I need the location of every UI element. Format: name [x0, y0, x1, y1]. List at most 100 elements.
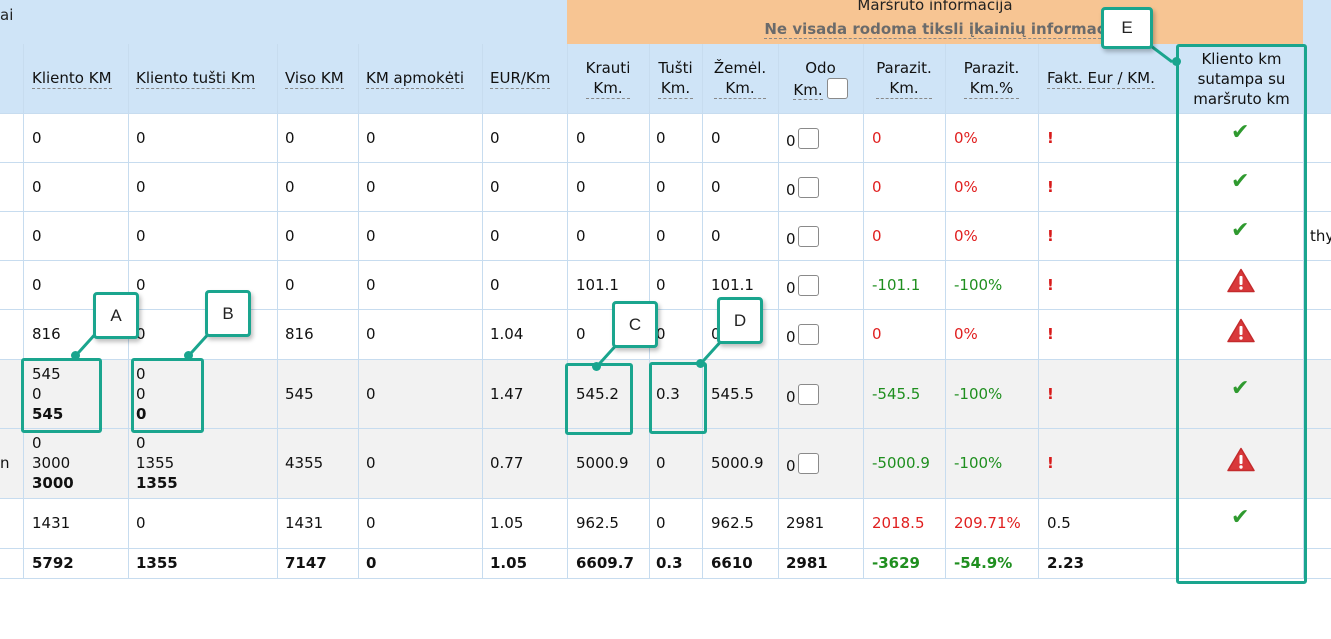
cell-map: 0	[711, 128, 721, 147]
total-fact: 2.23	[1047, 554, 1085, 572]
cell-eur: 1.05	[490, 514, 524, 532]
col-header-parasitic-pct[interactable]: Parazit. Km.%	[963, 59, 1020, 99]
col-header-fact-eur-km[interactable]: Fakt. Eur / KM.	[1047, 69, 1155, 89]
cell-fact-eur-km: !	[1047, 177, 1054, 196]
grid-vline	[778, 44, 779, 578]
total-empty: 0.3	[656, 554, 683, 572]
odo-select-all-checkbox[interactable]	[826, 77, 848, 99]
grid-vline	[1303, 44, 1304, 578]
cell-client-km: 545	[32, 404, 64, 423]
grid-hline	[0, 428, 1331, 429]
cell-empty: 0	[656, 128, 666, 147]
cell-paid: 0	[366, 128, 376, 147]
cell-total: 0	[285, 275, 295, 294]
odo-value: 0	[786, 278, 796, 297]
col-header-km-paid[interactable]: KM apmokėti	[366, 69, 465, 89]
odo-checkbox[interactable]	[797, 383, 819, 405]
cell-parasitic: -101.1	[872, 275, 921, 294]
col-header-total-km[interactable]: Viso KM	[285, 69, 344, 89]
col-header-map-km[interactable]: Žemėl. Km.	[713, 59, 767, 99]
cell-total: 816	[285, 325, 314, 343]
col-header-client-empty-km[interactable]: Kliento tušti Km	[136, 69, 256, 89]
odo-checkbox[interactable]	[797, 225, 819, 247]
cell-odo: 0	[786, 176, 819, 200]
grid-vline	[23, 44, 24, 578]
callout-c-highlight	[565, 363, 633, 435]
col-header-odo-km[interactable]: Odo Km.	[778, 44, 863, 113]
grid-hline	[0, 548, 1331, 549]
col-header-loaded-km[interactable]: Krauti Km.	[585, 59, 631, 99]
cell-loaded: 0	[576, 226, 586, 245]
cell-eur: 0	[490, 226, 500, 245]
cell-parasitic-pct: -100%	[954, 384, 1003, 403]
col-header-eur-km[interactable]: EUR/Km	[490, 69, 551, 89]
cell-client-km: 0	[32, 384, 42, 403]
cell-client-km: 3000	[32, 474, 74, 492]
cell-odo: 0	[786, 324, 819, 347]
odo-value: 0	[786, 457, 796, 475]
cell-client-km: 0	[32, 434, 42, 452]
callout-a-dot	[71, 351, 80, 360]
total-map: 6610	[711, 554, 753, 572]
cell-empty: 0.3	[656, 384, 680, 403]
cell-empty: 0	[656, 454, 666, 472]
cell-map: 0	[711, 325, 721, 343]
cell-client-empty: 1355	[136, 474, 178, 492]
cell-client-empty: 0	[136, 177, 146, 196]
cell-parasitic-pct: -100%	[954, 454, 1003, 472]
grid-hline	[0, 359, 1331, 360]
grid-hline	[0, 309, 1331, 310]
cell-paid: 0	[366, 454, 376, 472]
grid-hline	[0, 260, 1331, 261]
odo-checkbox[interactable]	[797, 127, 819, 149]
grid-hline	[0, 113, 1331, 114]
total-total: 7147	[285, 554, 327, 572]
cell-odo: 0	[786, 383, 819, 407]
col-header-km-match[interactable]: Kliento km sutampa su maršruto km	[1193, 49, 1290, 108]
col-header-empty-km[interactable]: Tušti Km.	[658, 59, 693, 99]
cell-client-km: 0	[32, 128, 42, 147]
cell-client-empty: 0	[136, 404, 147, 423]
cell-client-km: 816	[32, 325, 61, 343]
grid-vline	[482, 44, 483, 578]
total-parasitic-pct: -54.9%	[954, 554, 1013, 572]
cell-eur: 0	[490, 177, 500, 196]
callout-d-highlight	[649, 362, 707, 434]
cell-empty: 0	[656, 514, 666, 532]
cell-odo: 0	[786, 225, 819, 249]
cell-fact-eur-km: !	[1047, 454, 1054, 472]
cell-loaded: 962.5	[576, 514, 619, 532]
callout-b-label: B	[205, 290, 251, 337]
check-icon: ✔	[1231, 168, 1250, 194]
cell-client-km: 3000	[32, 454, 71, 472]
cell-loaded: 0	[576, 325, 586, 343]
total-odo: 2981	[786, 554, 828, 572]
cell-parasitic: 2018.5	[872, 514, 925, 532]
odo-checkbox[interactable]	[797, 274, 819, 296]
odo-value: 0	[786, 229, 796, 248]
cell-paid: 0	[366, 514, 376, 532]
column-header-row	[0, 44, 1331, 113]
cell-map: 0	[711, 177, 721, 196]
callout-e-dot	[1172, 57, 1181, 66]
cell-parasitic-pct: 0%	[954, 325, 978, 343]
grid-vline	[702, 44, 703, 578]
grid-vline	[277, 44, 278, 578]
route-info-title: Maršruto informacija	[857, 0, 1013, 14]
left-group-header-fragment: ai	[0, 6, 14, 24]
odo-checkbox[interactable]	[797, 324, 819, 345]
odo-value: 2981	[786, 514, 825, 532]
cell-loaded: 545.2	[576, 384, 619, 403]
col-header-client-km[interactable]: Kliento KM	[32, 69, 112, 89]
callout-e-highlight	[1176, 44, 1307, 584]
cell-paid: 0	[366, 325, 376, 343]
cell-odo: 0	[786, 274, 819, 298]
callout-b-dot	[184, 351, 193, 360]
cell-fact-eur-km: !	[1047, 325, 1054, 343]
cell-parasitic-pct: 209.71%	[954, 514, 1021, 532]
odo-checkbox[interactable]	[797, 176, 819, 198]
odo-checkbox[interactable]	[797, 453, 819, 474]
cell-eur: 0.77	[490, 454, 524, 472]
col-header-parasitic-km[interactable]: Parazit. Km.	[876, 59, 932, 99]
total-eur: 1.05	[490, 554, 528, 572]
